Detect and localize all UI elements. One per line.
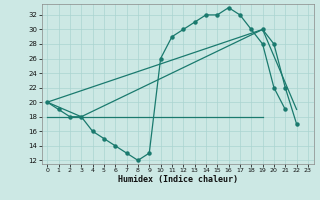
X-axis label: Humidex (Indice chaleur): Humidex (Indice chaleur) bbox=[118, 175, 237, 184]
